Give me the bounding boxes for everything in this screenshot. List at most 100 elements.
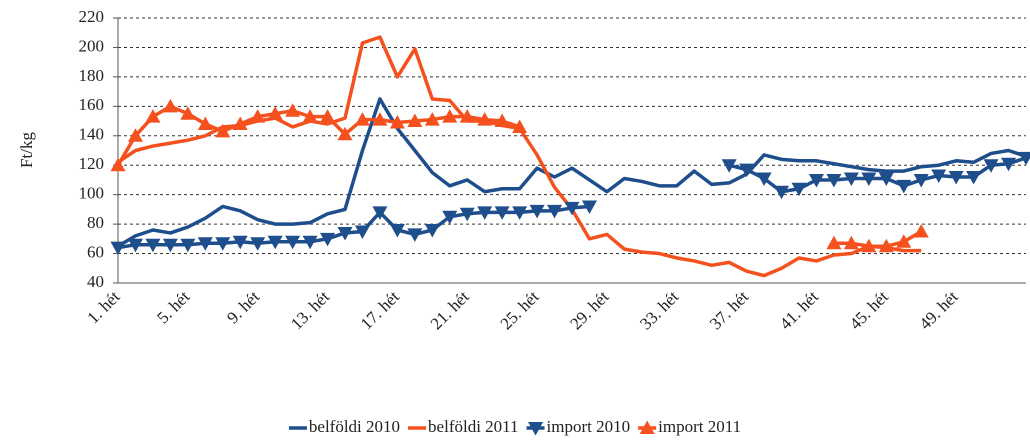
x-tick-label: 45. hét [846,287,892,333]
x-tick-label: 49. hét [916,287,962,333]
marker [302,109,318,123]
legend-label: import 2010 [547,417,631,436]
marker [826,235,842,250]
marker [110,157,126,172]
x-tick-label: 37. hét [706,287,752,333]
marker [808,173,824,188]
marker [931,169,947,184]
marker [581,200,597,214]
x-tick-label: 1. hét [83,287,123,327]
marker [250,109,266,123]
marker [197,237,213,251]
marker [215,123,231,138]
marker [529,204,545,219]
marker [896,234,912,248]
marker [337,226,353,241]
marker [896,179,912,194]
legend-label: belföldi 2011 [428,417,519,436]
y-tick-label: 140 [79,125,105,144]
marker [843,235,859,250]
y-tick-label: 120 [79,154,105,173]
marker [424,112,440,126]
marker [739,163,755,178]
marker [878,238,894,253]
marker [913,173,929,188]
y-tick-label: 80 [87,213,104,232]
marker [756,172,772,186]
marker [285,103,301,117]
marker [861,172,877,186]
marker [913,223,929,238]
marker [966,171,982,185]
marker [180,106,196,120]
marker [512,206,528,220]
marker [494,113,510,128]
x-tick-label: 9. hét [223,287,263,327]
legend-item: belföldi 2011 [408,417,519,436]
marker [774,185,790,200]
marker [459,207,475,222]
y-tick-label: 220 [79,7,105,26]
marker [424,224,440,238]
y-tick-label: 40 [87,272,104,291]
marker [232,235,248,250]
marker [354,112,370,126]
marker [162,98,178,113]
marker [162,238,178,253]
marker [494,206,510,220]
legend-item: import 2010 [526,417,631,436]
marker [110,241,126,256]
y-tick-label: 180 [79,66,105,85]
marker [826,173,842,188]
marker [389,224,405,238]
marker [721,159,737,173]
marker [215,237,231,251]
y-tick-label: 100 [79,184,105,203]
marker [197,116,213,130]
marker [983,159,999,173]
legend-label: import 2011 [658,417,741,436]
y-tick-label: 200 [79,36,105,55]
marker [320,232,336,247]
legend-item: belföldi 2010 [288,417,400,436]
marker [1001,157,1017,172]
marker [442,210,458,225]
x-tick-label: 33. hét [636,287,682,333]
marker [320,109,336,123]
x-tick-label: 21. hét [427,287,473,333]
x-tick-label: 29. hét [566,287,612,333]
legend-marker [639,420,655,434]
x-tick-label: 17. hét [357,287,403,333]
marker [180,238,196,253]
marker [564,201,580,216]
marker [372,206,388,220]
marker [512,119,528,133]
marker [372,112,388,126]
marker [127,238,143,253]
y-axis-label: Ft/kg [17,132,36,168]
series-line [117,97,1027,248]
marker [145,238,161,253]
marker [250,237,266,251]
legend: belföldi 2010 belföldi 2011 import 2010 imp… [288,417,741,436]
marker [843,172,859,186]
marker [337,126,353,141]
marker [442,109,458,123]
marker [1018,151,1030,166]
legend-item: import 2011 [638,417,741,436]
marker [477,206,493,220]
marker [302,235,318,250]
marker [878,172,894,186]
marker [389,115,405,129]
y-tick-label: 160 [79,95,105,114]
marker [285,235,301,250]
x-tick-label: 5. hét [153,287,193,327]
marker [791,182,807,197]
marker [407,113,423,128]
marker [948,171,964,185]
marker [354,225,370,239]
marker [477,112,493,126]
marker [459,109,475,123]
marker [861,238,877,253]
